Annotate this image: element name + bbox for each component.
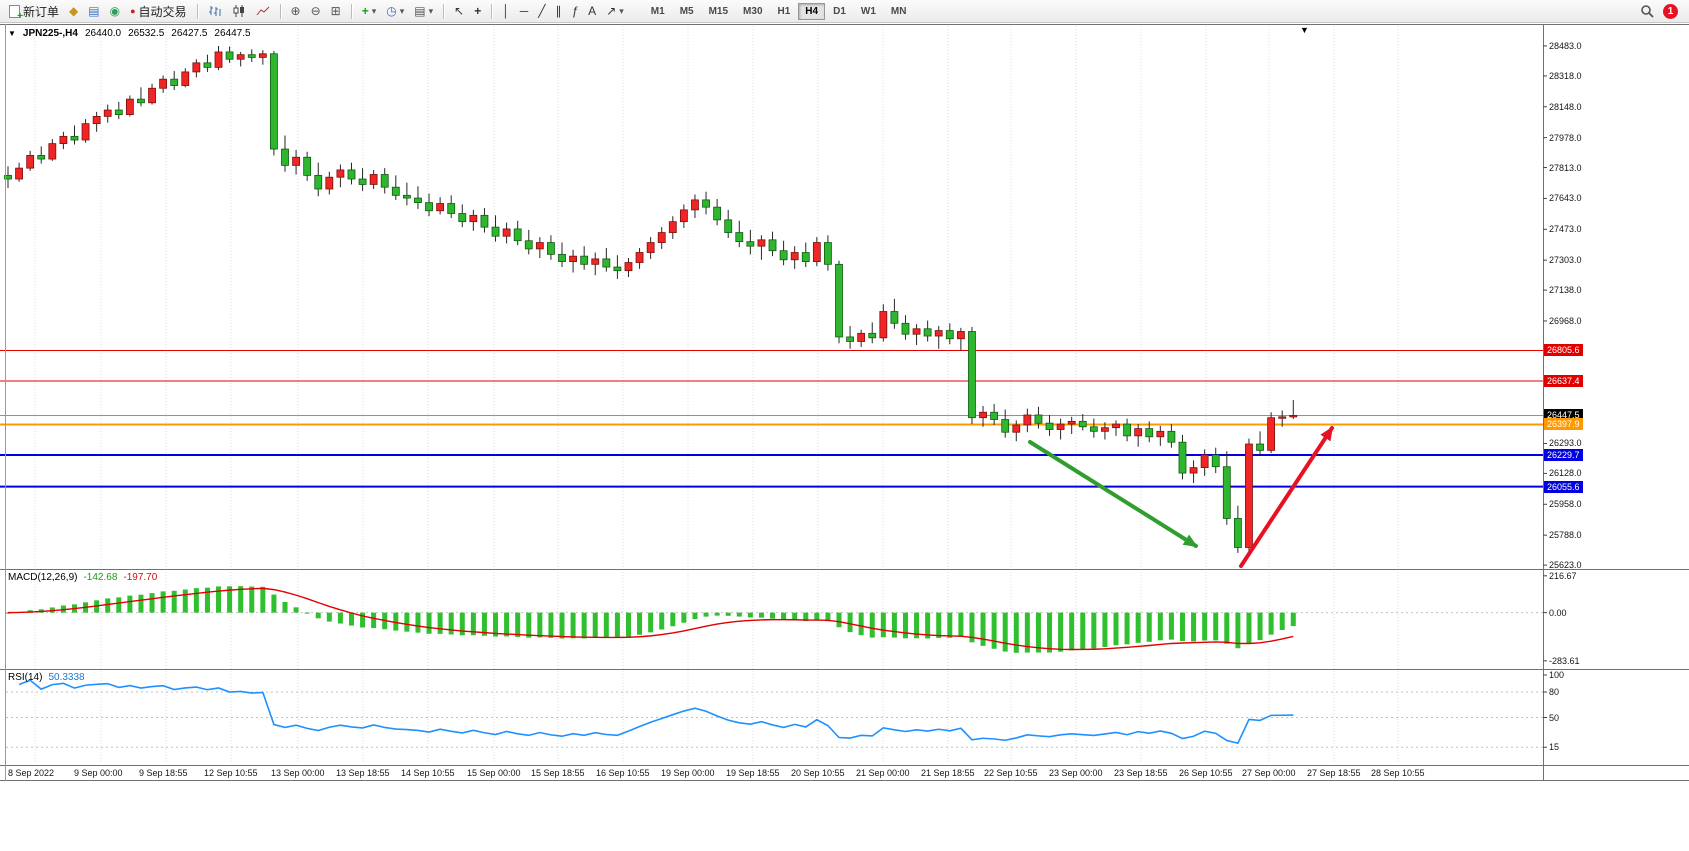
rsi-name: RSI(14) [8,672,43,683]
zoom-in-icon: ⊕ [290,4,301,18]
symbol-timeframe-label: JPN225-,H4 [22,28,78,39]
ohlc-close: 26447.5 [214,28,251,39]
new-order-button[interactable]: 新订单 [5,2,63,22]
rsi-pane-title: RSI(14) 50.3338 [8,672,85,683]
text-tool-icon: A [588,4,597,18]
toolbar-separator [350,3,352,19]
candlestick-chart-icon [233,5,244,17]
timeframe-button-M5[interactable]: M5 [679,5,694,17]
ohlc-low: 26427.5 [171,28,208,39]
arrow-tool-icon: ↗ [606,4,617,18]
text-tool-button[interactable]: A [584,2,600,21]
navigator-icon: ▤ [88,4,100,18]
terminal-button[interactable]: ◉ [106,2,124,21]
timeframe-button-MN[interactable]: MN [890,5,907,17]
search-icon [1641,4,1654,18]
zoom-out-icon: ⊖ [310,4,321,18]
zoom-in-button[interactable]: ⊕ [287,2,305,21]
macd-name: MACD(12,26,9) [8,572,78,583]
chart-title: ▼ JPN225-,H4 26440.0 26532.5 26427.5 264… [8,28,251,39]
autotrading-label: 自动交易 [138,4,187,19]
tile-windows-button[interactable]: ⊞ [327,2,345,21]
timeframe-button-M1[interactable]: M1 [650,5,665,17]
trendline-icon: ╱ [538,4,546,18]
zoom-out-button[interactable]: ⊖ [307,2,325,21]
line-chart-mode-button[interactable] [252,2,274,21]
market-watch-button[interactable]: ◆ [65,2,82,21]
market-watch-icon: ◆ [69,4,79,18]
arrows-tool-button[interactable]: ↗ ▾ [602,2,628,21]
chevron-down-icon: ▾ [619,5,624,16]
candlestick-mode-button[interactable] [228,2,250,21]
ohlc-high: 26532.5 [128,28,165,39]
toolbar-separator [279,3,281,19]
timeframe-button-H4[interactable]: H4 [798,2,826,20]
navigator-button[interactable]: ▤ [84,2,103,21]
indicators-button[interactable]: + ▾ [358,2,381,21]
search-button[interactable] [1636,2,1659,21]
channel-icon: ∥ [555,4,562,18]
crosshair-tool-button[interactable]: + [470,2,485,21]
timeframe-button-M30[interactable]: M30 [743,5,763,17]
symbol-dropdown-icon[interactable]: ▼ [8,29,16,38]
main-toolbar: 新订单 ◆ ▤ ◉ ● 自动交易 ⊕ ⊖ ⊞ + [0,0,1689,23]
macd-pane-title: MACD(12,26,9) -142.68 -197.70 [8,572,157,583]
add-indicator-icon: + [361,4,369,18]
ohlc-open: 26440.0 [84,28,122,39]
cursor-icon: ↖ [454,4,465,18]
channel-tool-button[interactable]: ∥ [551,2,565,21]
timeframe-button-W1[interactable]: W1 [860,5,876,17]
toolbar-separator [196,3,198,19]
autotrading-button[interactable]: ● 自动交易 [126,2,190,21]
horizontal-line-tool-button[interactable]: ─ [516,2,533,21]
timeframe-toolbar: M1 M5 M15 M30 H1 H4 D1 W1 MN [644,2,914,20]
tile-windows-icon: ⊞ [330,4,341,18]
line-chart-icon [256,6,269,16]
rsi-value: 50.3338 [48,672,85,683]
timeframe-button-D1[interactable]: D1 [833,5,846,17]
clock-icon: ◷ [386,4,397,18]
periods-button[interactable]: ◷ ▾ [382,2,408,21]
bar-chart-icon [208,6,221,16]
toolbar-separator [443,3,445,19]
bar-chart-mode-button[interactable] [204,2,226,21]
crosshair-icon: + [474,4,482,18]
terminal-icon: ◉ [109,4,121,18]
chevron-down-icon: ▾ [371,5,377,16]
vertical-line-tool-button[interactable]: │ [498,2,514,21]
cursor-tool-button[interactable]: ↖ [450,2,468,21]
fibonacci-tool-button[interactable]: ƒ [567,2,582,21]
timeframe-button-M15[interactable]: M15 [708,5,729,17]
horizontal-line-icon: ─ [519,4,529,18]
chart-shift-marker[interactable]: ▼ [1300,25,1309,35]
fibonacci-icon: ƒ [571,4,579,18]
chevron-down-icon: ▾ [399,5,405,16]
timeframe-button-H1[interactable]: H1 [777,5,791,17]
toolbar-separator [491,3,493,19]
macd-value-main: -142.68 [83,572,118,583]
autotrading-status-icon: ● [130,5,136,16]
chevron-down-icon: ▾ [428,5,434,16]
template-icon: ▤ [414,4,426,18]
new-order-icon [9,4,23,22]
trendline-tool-button[interactable]: ╱ [534,2,549,21]
templates-button[interactable]: ▤ ▾ [410,2,437,21]
new-order-label: 新订单 [23,4,60,19]
notification-badge[interactable]: 1 [1663,3,1678,19]
macd-value-signal: -197.70 [123,572,158,583]
vertical-line-icon: │ [502,4,510,18]
